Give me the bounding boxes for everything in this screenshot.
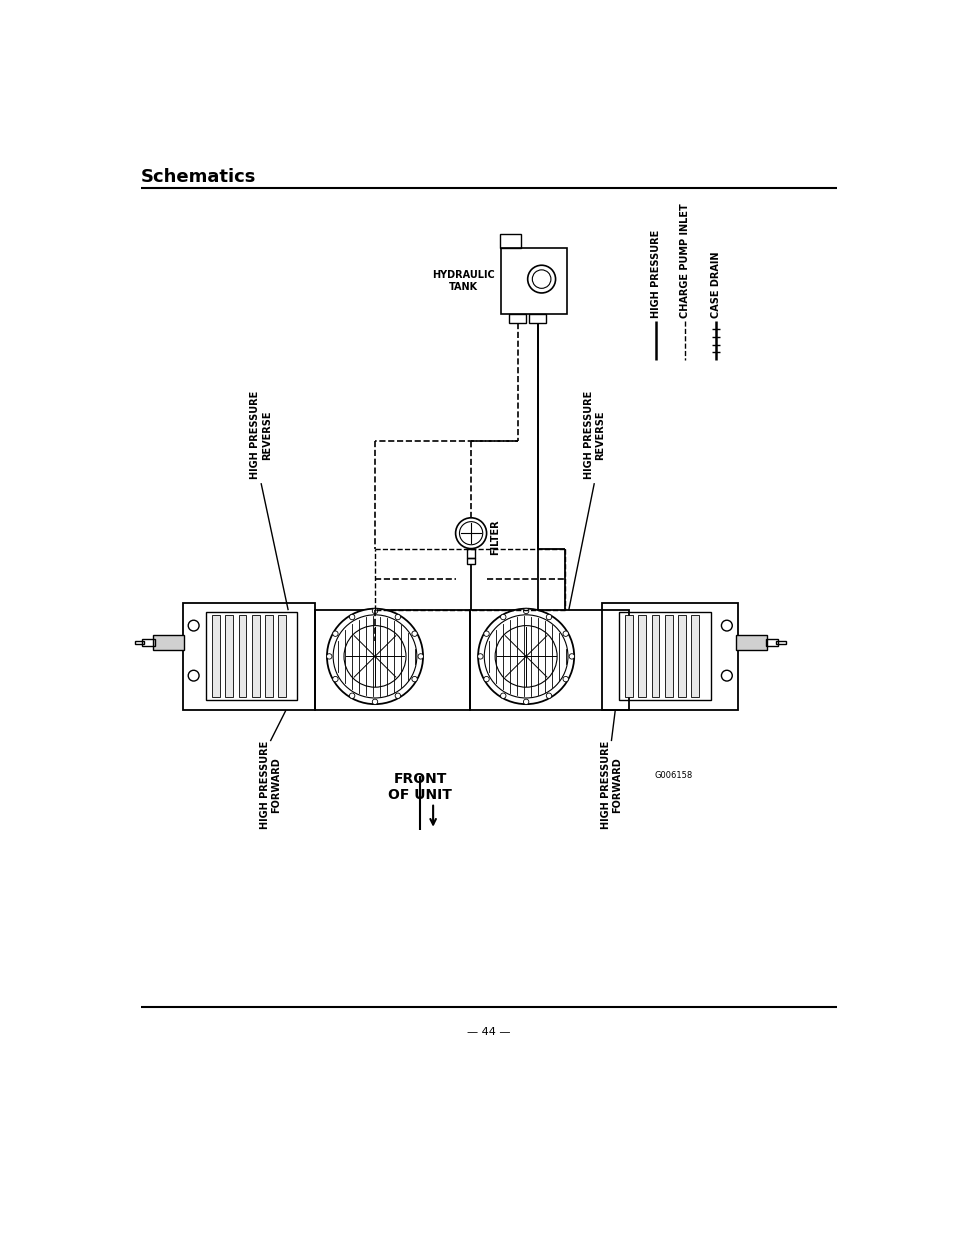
Circle shape — [477, 653, 482, 659]
Circle shape — [720, 671, 732, 680]
Bar — [601, 603, 737, 710]
Circle shape — [417, 653, 423, 659]
Bar — [529, 314, 546, 324]
Bar — [651, 615, 659, 698]
Bar — [691, 615, 699, 698]
Circle shape — [327, 609, 422, 704]
Circle shape — [372, 609, 377, 614]
Bar — [470, 610, 629, 710]
Bar — [499, 235, 521, 248]
Circle shape — [483, 677, 489, 682]
Circle shape — [349, 614, 355, 620]
Circle shape — [562, 677, 568, 682]
Text: CHARGE PUMP INLET: CHARGE PUMP INLET — [679, 203, 689, 317]
Bar — [314, 610, 469, 710]
Bar — [638, 615, 645, 698]
Bar — [736, 635, 766, 651]
Text: HIGH PRESSURE
FORWARD: HIGH PRESSURE FORWARD — [600, 741, 621, 830]
Text: G006158: G006158 — [654, 771, 692, 781]
Circle shape — [484, 615, 567, 698]
Bar — [225, 615, 233, 698]
Text: CASE DRAIN: CASE DRAIN — [710, 251, 720, 317]
Text: Schematics: Schematics — [141, 168, 256, 186]
Text: HIGH PRESSURE
REVERSE: HIGH PRESSURE REVERSE — [583, 391, 604, 479]
Bar — [664, 615, 672, 698]
Text: HIGH PRESSURE
FORWARD: HIGH PRESSURE FORWARD — [259, 741, 281, 830]
Circle shape — [412, 631, 416, 636]
Bar — [765, 640, 778, 646]
Circle shape — [412, 677, 416, 682]
Circle shape — [523, 609, 528, 614]
Circle shape — [395, 614, 400, 620]
Bar — [206, 611, 297, 700]
Bar — [142, 640, 154, 646]
Circle shape — [349, 693, 355, 699]
Circle shape — [500, 614, 505, 620]
Bar — [153, 635, 184, 651]
Bar — [238, 615, 246, 698]
Circle shape — [532, 270, 550, 288]
Bar — [500, 248, 567, 314]
Circle shape — [333, 615, 416, 698]
Bar — [624, 615, 633, 698]
Circle shape — [459, 521, 482, 545]
Bar — [467, 558, 475, 564]
Bar — [134, 641, 144, 645]
Text: HYDRAULIC
TANK: HYDRAULIC TANK — [432, 270, 495, 291]
Circle shape — [483, 631, 489, 636]
Circle shape — [546, 614, 551, 620]
Text: HIGH PRESSURE
REVERSE: HIGH PRESSURE REVERSE — [250, 391, 272, 479]
Bar — [183, 603, 314, 710]
Circle shape — [546, 693, 551, 699]
Text: — 44 —: — 44 — — [467, 1028, 510, 1037]
Text: FRONT
OF UNIT: FRONT OF UNIT — [388, 772, 452, 802]
Circle shape — [495, 626, 557, 687]
Bar — [678, 615, 685, 698]
Circle shape — [333, 677, 337, 682]
Circle shape — [326, 653, 332, 659]
Circle shape — [569, 653, 574, 659]
Bar — [278, 615, 286, 698]
Bar — [212, 615, 220, 698]
Circle shape — [477, 609, 574, 704]
Bar — [776, 641, 785, 645]
Circle shape — [456, 517, 486, 548]
Circle shape — [527, 266, 555, 293]
Circle shape — [523, 699, 528, 704]
Circle shape — [372, 699, 377, 704]
Text: HIGH PRESSURE: HIGH PRESSURE — [651, 230, 660, 317]
Bar — [467, 548, 475, 558]
Text: FILTER: FILTER — [489, 519, 499, 555]
Circle shape — [333, 631, 337, 636]
Bar — [252, 615, 259, 698]
Bar — [509, 314, 525, 324]
Circle shape — [500, 693, 505, 699]
Circle shape — [562, 631, 568, 636]
Bar — [265, 615, 273, 698]
Circle shape — [188, 620, 199, 631]
Circle shape — [720, 620, 732, 631]
Circle shape — [395, 693, 400, 699]
Bar — [618, 611, 710, 700]
Circle shape — [188, 671, 199, 680]
Circle shape — [344, 626, 406, 687]
